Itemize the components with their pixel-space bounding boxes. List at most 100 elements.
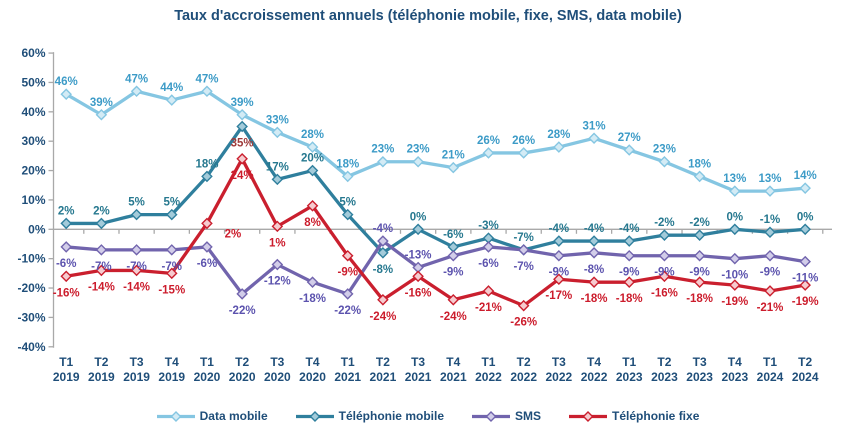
x-tick-label-quarter: T1 <box>200 355 214 369</box>
data-point-label: 24% <box>231 170 254 182</box>
data-point-marker <box>130 264 143 277</box>
data-point-label: 23% <box>407 144 430 156</box>
data-point-marker <box>60 217 72 230</box>
data-point-label: -6% <box>197 258 217 270</box>
data-point-label: -2% <box>689 217 709 229</box>
data-point-label: -7% <box>513 232 533 244</box>
data-point-label: 27% <box>618 132 641 144</box>
data-point-label: 2% <box>93 205 110 217</box>
data-point-label: 18% <box>195 158 218 170</box>
x-tick-label-quarter: T2 <box>376 355 390 369</box>
data-point-marker <box>588 235 600 247</box>
x-tick-label-quarter: T3 <box>552 355 566 369</box>
x-tick-label-quarter: T1 <box>341 355 355 369</box>
data-point-label: -1% <box>760 214 780 226</box>
data-point-marker <box>412 270 424 283</box>
data-point-marker <box>482 147 495 159</box>
data-point-marker <box>553 235 565 247</box>
x-tick-label-year: 2024 <box>792 370 819 384</box>
data-point-marker <box>553 273 565 286</box>
x-tick-label-quarter: T1 <box>59 355 73 369</box>
data-point-label: -8% <box>373 264 393 276</box>
data-point-label: 46% <box>55 76 78 88</box>
data-point-marker <box>236 108 248 121</box>
data-point-label: 5% <box>163 197 180 209</box>
data-point-marker <box>306 200 319 212</box>
legend-label: Téléphonie fixe <box>612 409 700 423</box>
data-point-label: -4% <box>619 223 639 235</box>
data-point-marker <box>95 244 108 256</box>
data-point-label: -24% <box>369 311 396 323</box>
x-tick-label-quarter: T4 <box>165 355 179 369</box>
data-point-label: -4% <box>549 223 569 235</box>
legend-item-sms: SMS <box>472 409 541 423</box>
data-point-marker <box>764 226 776 239</box>
y-tick-label: 60% <box>21 46 45 60</box>
data-point-marker <box>341 249 354 262</box>
x-tick-label-year: 2020 <box>229 370 256 384</box>
data-point-marker <box>799 255 811 268</box>
data-point-label: 23% <box>653 144 676 156</box>
data-point-label: -9% <box>654 267 674 279</box>
data-point-label: -22% <box>229 305 256 317</box>
x-tick-label-quarter: T4 <box>446 355 460 369</box>
data-point-label: -18% <box>686 293 713 305</box>
data-point-marker <box>799 182 811 194</box>
data-point-marker <box>236 288 248 300</box>
data-point-marker <box>236 153 248 165</box>
data-point-label: -16% <box>53 287 80 299</box>
y-tick-label: -30% <box>17 310 45 324</box>
data-point-label: -18% <box>616 293 643 305</box>
x-tick-label-year: 2024 <box>757 370 784 384</box>
data-point-marker <box>517 147 530 159</box>
data-point-label: -7% <box>513 261 533 273</box>
data-point-marker <box>764 285 776 297</box>
data-point-marker <box>271 173 284 186</box>
data-point-label: 18% <box>336 158 359 170</box>
data-point-label: 47% <box>125 73 148 85</box>
chart-title: Taux d'accroissement annuels (téléphonie… <box>174 8 682 24</box>
x-tick-label-year: 2023 <box>686 370 713 384</box>
data-point-marker <box>447 161 460 174</box>
data-point-label: -2% <box>654 217 674 229</box>
data-point-marker <box>588 132 600 145</box>
legend-swatch-telephonie-mobile <box>295 410 334 422</box>
data-point-marker <box>693 229 706 241</box>
y-tick-label: -10% <box>17 252 45 266</box>
series-line-telephonie-mobile <box>66 124 806 255</box>
data-point-label: -18% <box>581 293 608 305</box>
y-tick-label: 40% <box>21 105 45 119</box>
y-tick-label: 10% <box>21 193 45 207</box>
data-point-label: -11% <box>792 273 818 285</box>
data-point-marker <box>553 249 565 262</box>
legend-swatch-telephonie-fixe <box>569 410 608 422</box>
data-point-marker <box>165 244 178 256</box>
data-point-marker <box>201 217 213 230</box>
data-point-label: -14% <box>88 281 115 293</box>
data-point-marker <box>658 229 671 241</box>
data-point-label: -4% <box>584 223 604 235</box>
data-point-label: 26% <box>477 135 500 147</box>
x-tick-label-quarter: T4 <box>728 355 742 369</box>
x-tick-label-year: 2021 <box>370 370 397 384</box>
data-point-label: -6% <box>56 258 76 270</box>
data-point-label: -15% <box>158 284 185 296</box>
legend-label: Data mobile <box>199 409 268 423</box>
y-tick-label: 50% <box>21 75 45 89</box>
data-point-marker <box>306 276 319 288</box>
data-point-marker <box>623 235 636 247</box>
x-tick-label-quarter: T3 <box>693 355 707 369</box>
data-point-label: -7% <box>126 261 146 273</box>
data-point-marker <box>236 120 248 133</box>
legend-marker <box>170 410 182 422</box>
data-point-marker <box>482 241 495 253</box>
data-point-label: 21% <box>442 150 465 162</box>
data-point-marker <box>447 249 460 262</box>
data-point-label: 28% <box>301 129 324 141</box>
data-point-label: 47% <box>195 73 218 85</box>
data-point-marker <box>130 85 143 98</box>
x-tick-label-quarter: T1 <box>763 355 777 369</box>
x-tick-label-year: 2019 <box>53 370 80 384</box>
series-telephonie-mobile <box>60 120 811 259</box>
